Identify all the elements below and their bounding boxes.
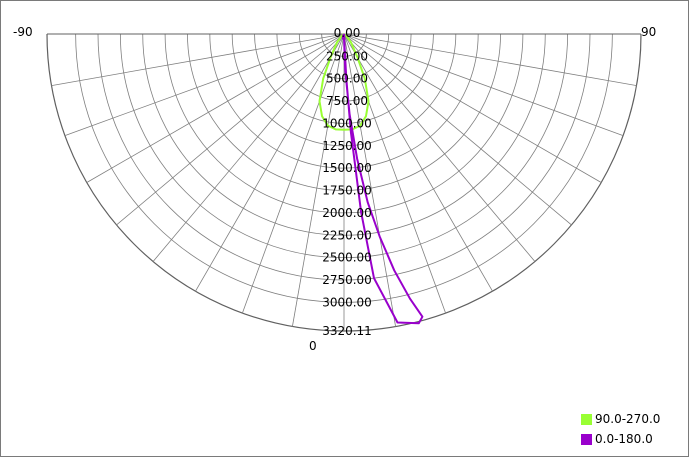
- grid-spoke-60: [344, 34, 601, 183]
- legend-item-0: 90.0-270.0: [581, 409, 660, 429]
- radius-tick-label-12: 3000.00: [322, 295, 372, 309]
- radius-tick-label-2: 500.00: [326, 72, 368, 86]
- grid-spoke-70: [344, 34, 623, 136]
- angle-label-left: -90: [13, 25, 33, 39]
- radius-tick-label-10: 2500.00: [322, 251, 372, 265]
- legend-label-0: 90.0-270.0: [595, 412, 660, 426]
- radius-tick-label-4: 1000.00: [322, 117, 372, 131]
- radius-tick-labels: 0.00 250.00 500.00 750.00 1000.00 1250.00 1500…: [322, 26, 372, 338]
- grid-spoke-50: [344, 34, 572, 225]
- legend: 90.0-270.0 0.0-180.0: [581, 409, 660, 449]
- grid-spoke-m50: [117, 34, 345, 225]
- grid-spoke-m40: [153, 34, 344, 262]
- angle-label-right: 90: [641, 25, 656, 39]
- grid-spoke-80: [344, 34, 637, 86]
- radius-tick-label-13: 3320.11: [322, 324, 372, 338]
- grid-spoke-40: [344, 34, 535, 262]
- radius-tick-label-6: 1500.00: [322, 161, 372, 175]
- legend-item-1: 0.0-180.0: [581, 429, 660, 449]
- radius-tick-label-8: 2000.00: [322, 206, 372, 220]
- radius-tick-label-5: 1250.00: [322, 139, 372, 153]
- radius-tick-label-11: 2750.00: [322, 273, 372, 287]
- radius-tick-label-9: 2250.00: [322, 228, 372, 242]
- radius-tick-label-7: 1750.00: [322, 184, 372, 198]
- grid-spoke-m60: [87, 34, 344, 183]
- angle-label-bottom: 0: [309, 339, 317, 353]
- grid-spoke-m70: [65, 34, 344, 136]
- grid-spoke-m80: [52, 34, 345, 86]
- legend-swatch-1: [581, 434, 592, 445]
- radius-tick-label-1: 250.00: [326, 49, 368, 63]
- legend-swatch-0: [581, 414, 592, 425]
- legend-label-1: 0.0-180.0: [595, 432, 653, 446]
- radius-tick-label-3: 750.00: [326, 94, 368, 108]
- radius-tick-label-0: 0.00: [334, 26, 361, 40]
